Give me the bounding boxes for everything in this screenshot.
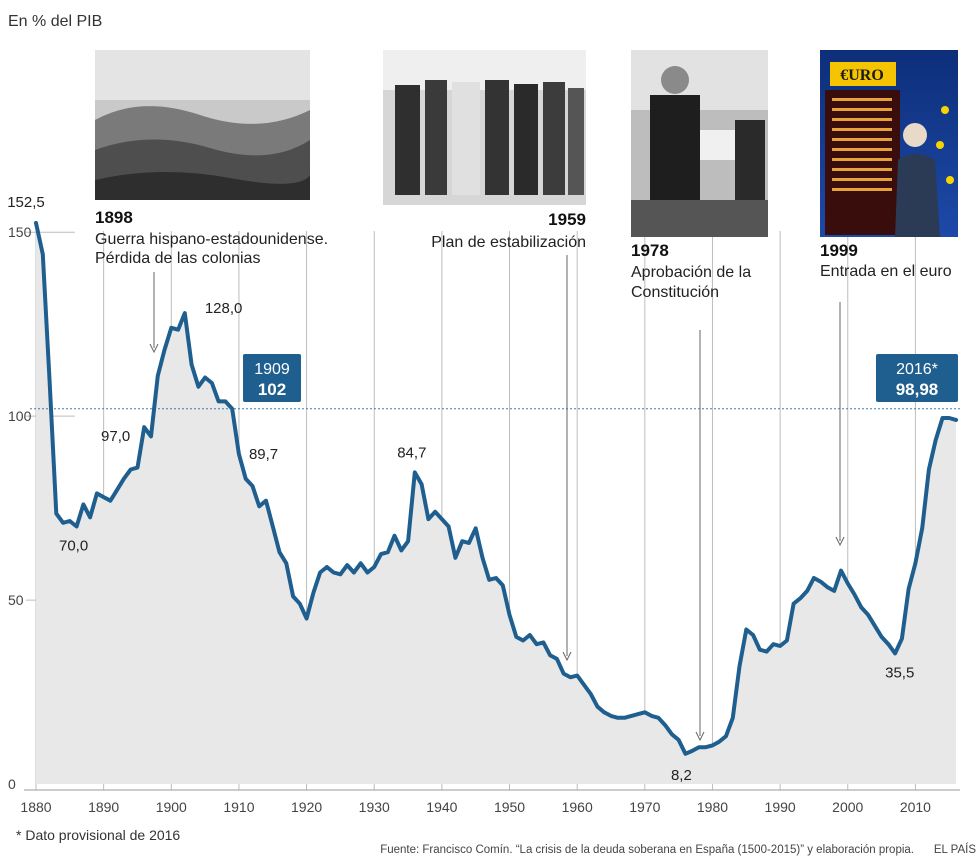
data-label-1936: 84,7 xyxy=(397,444,426,461)
event-1959: 1959 Plan de estabilización xyxy=(383,50,586,662)
y-tick-0: 0 xyxy=(8,776,16,792)
data-labels: 152,5 70,0 97,0 128,0 89,7 84,7 8,2 35,5 xyxy=(7,194,914,784)
svg-text:1959: 1959 xyxy=(548,210,586,229)
svg-text:€URO: €URO xyxy=(840,67,884,84)
x-tick-1910: 1910 xyxy=(223,799,254,815)
photo-1898 xyxy=(95,50,310,200)
svg-text:Constitución: Constitución xyxy=(631,284,719,301)
x-tick-1880: 1880 xyxy=(20,799,51,815)
svg-text:1999: 1999 xyxy=(820,241,858,260)
data-label-2007: 35,5 xyxy=(885,664,914,681)
x-tick-1960: 1960 xyxy=(562,799,593,815)
x-axis: 1880 1890 1900 1910 1920 1930 1940 1950 1960 1970… xyxy=(20,789,960,815)
svg-text:Pérdida de las colonias: Pérdida de las colonias xyxy=(95,250,260,267)
x-tick-1970: 1970 xyxy=(629,799,660,815)
arrow-1898-icon xyxy=(149,343,159,354)
credit: EL PAÍS xyxy=(934,843,977,856)
svg-text:Plan de estabilización: Plan de estabilización xyxy=(431,234,586,251)
arrow-1959-icon xyxy=(562,651,572,662)
photo-1999: €URO xyxy=(820,50,958,237)
footnote: * Dato provisional de 2016 xyxy=(16,827,180,843)
data-label-1976: 8,2 xyxy=(671,767,692,784)
x-tick-2000: 2000 xyxy=(832,799,863,815)
data-label-1880: 152,5 xyxy=(7,194,45,211)
x-tick-1930: 1930 xyxy=(359,799,390,815)
x-tick-1980: 1980 xyxy=(697,799,728,815)
series-line xyxy=(34,221,958,756)
svg-text:Entrada en el euro: Entrada en el euro xyxy=(820,263,952,280)
svg-text:1909: 1909 xyxy=(254,361,290,378)
y-axis: 0 50 100 150 xyxy=(8,224,32,792)
data-label-1902: 128,0 xyxy=(205,300,243,317)
data-label-1910: 89,7 xyxy=(249,446,278,463)
y-tick-100: 100 xyxy=(8,408,32,424)
svg-text:2016*: 2016* xyxy=(896,361,938,378)
x-tick-1890: 1890 xyxy=(88,799,119,815)
svg-text:Aprobación de la: Aprobación de la xyxy=(631,264,751,281)
x-tick-1940: 1940 xyxy=(426,799,457,815)
x-tick-2010: 2010 xyxy=(900,799,931,815)
y-tick-50: 50 xyxy=(8,592,24,608)
highlight-2016: 2016* 98,98 xyxy=(876,354,958,402)
source-note: Fuente: Francisco Comín. “La crisis de l… xyxy=(380,844,914,856)
data-label-1896: 97,0 xyxy=(101,428,130,445)
event-1978: 1978 Aprobación de la Constitución xyxy=(631,50,768,742)
y-tick-150: 150 xyxy=(8,224,32,240)
svg-text:102: 102 xyxy=(258,380,286,399)
svg-text:1898: 1898 xyxy=(95,208,133,227)
svg-text:Guerra hispano-estadounidense.: Guerra hispano-estadounidense. xyxy=(95,231,328,248)
arrow-1978-icon xyxy=(695,731,705,742)
data-label-1886: 70,0 xyxy=(59,537,88,554)
photo-1959 xyxy=(383,50,586,205)
highlight-1909: 1909 102 xyxy=(243,354,301,402)
event-1898: 1898 Guerra hispano-estadounidense. Pérd… xyxy=(95,50,328,354)
svg-text:98,98: 98,98 xyxy=(896,380,939,399)
event-1999: €URO 1999 Entrada en el euro xyxy=(820,50,958,547)
svg-text:1978: 1978 xyxy=(631,241,669,260)
x-tick-1990: 1990 xyxy=(765,799,796,815)
area-fill xyxy=(36,223,956,784)
x-tick-1920: 1920 xyxy=(291,799,322,815)
photo-1978 xyxy=(631,50,768,237)
x-tick-1950: 1950 xyxy=(494,799,525,815)
x-tick-1900: 1900 xyxy=(156,799,187,815)
arrow-1999-icon xyxy=(835,536,845,547)
chart-title: En % del PIB xyxy=(8,13,102,30)
